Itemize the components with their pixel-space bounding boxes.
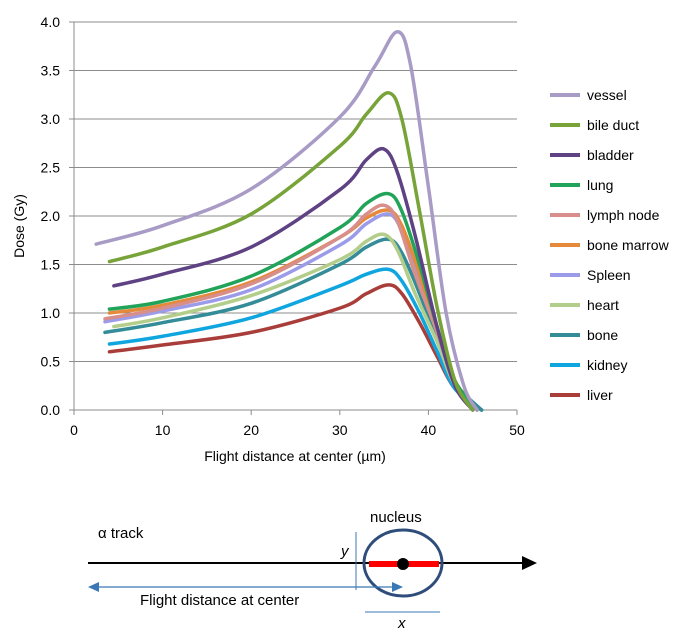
chart-legend: vessel bile duct bladder lung lymph node bone…	[550, 87, 670, 403]
y-dimension-label: y	[340, 543, 350, 560]
legend-label: liver	[587, 387, 613, 403]
nucleus-center-dot	[397, 558, 409, 570]
flight-distance-label: Flight distance at center	[140, 592, 299, 609]
legend-label: lymph node	[587, 207, 660, 223]
dose-chart: 0.00.51.01.52.02.53.03.54.0 0 10 20 30 40 50 …	[11, 14, 670, 464]
legend-label: bone	[587, 327, 618, 343]
y-tick-label: 0.0	[41, 402, 61, 418]
y-tick-label: 2.5	[41, 160, 61, 176]
y-tick-label: 1.0	[41, 305, 61, 321]
alpha-track-arrowhead	[522, 556, 537, 570]
chart-axes	[69, 21, 518, 415]
series-lines	[94, 29, 484, 412]
x-tick-label: 0	[70, 422, 78, 438]
legend-label: bone marrow	[587, 237, 670, 253]
legend-label: vessel	[587, 87, 627, 103]
series-line-heart	[112, 232, 479, 412]
legend-label: Spleen	[587, 267, 631, 283]
x-dimension-label: x	[397, 615, 406, 632]
y-tick-label: 0.5	[41, 354, 61, 370]
y-axis-label: Dose (Gy)	[11, 194, 27, 258]
y-tick-label: 4.0	[41, 14, 61, 30]
y-tick-label: 3.5	[41, 63, 61, 79]
legend-label: kidney	[587, 357, 627, 373]
y-tick-label: 3.0	[41, 111, 61, 127]
y-tick-label: 2.0	[41, 208, 61, 224]
series-line-spleen	[103, 212, 479, 412]
nucleus-ellipse	[362, 528, 444, 598]
series-line-bladder	[112, 146, 475, 412]
series-line-bile-duct	[107, 91, 475, 412]
flight-distance-arrowhead-left	[88, 582, 99, 592]
y-tick-labels: 0.0 0.5 1.0 1.5 2.0 2.5 3.0 3.5 4.0	[41, 14, 61, 418]
x-tick-label: 40	[421, 422, 437, 438]
nucleus-label: nucleus	[370, 509, 422, 526]
x-tick-labels: 0 10 20 30 40 50	[70, 422, 525, 438]
x-tick-label: 50	[509, 422, 525, 438]
legend-label: heart	[587, 297, 619, 313]
legend-label: lung	[587, 177, 613, 193]
x-axis-label: Flight distance at center (µm)	[204, 448, 386, 464]
x-tick-label: 10	[155, 422, 171, 438]
x-tick-label: 30	[332, 422, 348, 438]
flight-distance-arrowhead-right	[392, 582, 403, 592]
series-line-vessel	[94, 29, 479, 412]
series-line-kidney	[107, 267, 484, 412]
x-tick-label: 20	[243, 422, 259, 438]
legend-label: bladder	[587, 147, 634, 163]
alpha-track-diagram: α track nucleus y Flight distance at cen…	[88, 509, 537, 632]
alpha-track-label: α track	[98, 525, 144, 542]
legend-label: bile duct	[587, 117, 639, 133]
y-tick-label: 1.5	[41, 257, 61, 273]
